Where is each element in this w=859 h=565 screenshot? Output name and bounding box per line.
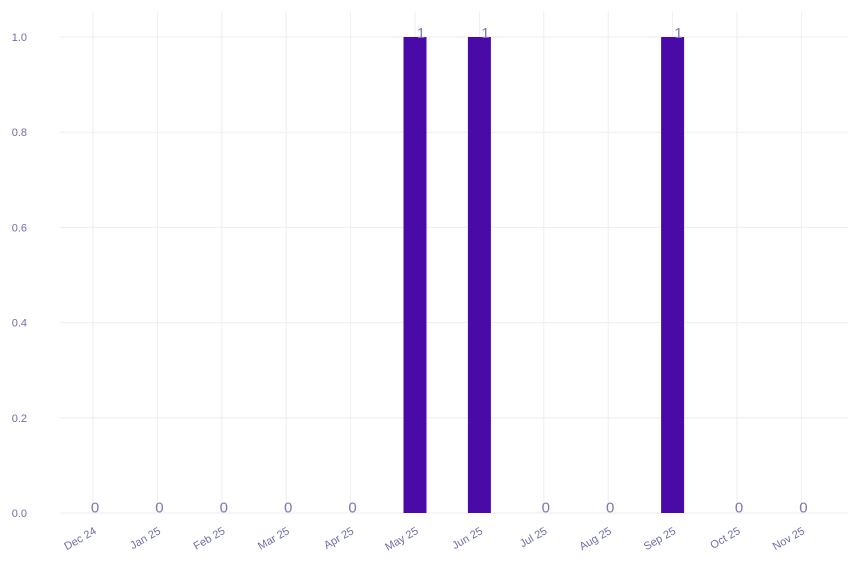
y-tick-label: 0.6 — [12, 222, 27, 234]
x-tick-label: Apr 25 — [322, 525, 356, 552]
y-tick-label: 0.0 — [12, 508, 27, 520]
data-label: 1 — [417, 25, 425, 42]
x-tick-label: Oct 25 — [708, 525, 742, 552]
x-axis-ticks: Dec 24 Jan 25 Feb 25 Mar 25 Apr 25 May 25 Jun … — [62, 525, 807, 553]
data-label: 0 — [606, 500, 614, 517]
data-labels: 0 0 0 0 0 1 1 0 0 1 0 0 — [91, 25, 808, 517]
x-tick-label: Feb 25 — [192, 525, 228, 553]
x-tick-label: May 25 — [383, 525, 420, 553]
bar — [467, 37, 491, 513]
x-tick-label: Mar 25 — [256, 525, 292, 553]
grid — [60, 12, 848, 514]
y-tick-label: 0.8 — [12, 127, 27, 139]
data-label: 0 — [542, 500, 550, 517]
data-label: 0 — [284, 500, 292, 517]
data-label: 0 — [220, 500, 228, 517]
y-tick-label: 0.2 — [12, 413, 27, 425]
data-label: 1 — [481, 25, 489, 42]
data-label: 0 — [155, 500, 163, 517]
bar — [403, 37, 427, 513]
data-label: 1 — [674, 25, 682, 42]
data-label: 0 — [799, 500, 807, 517]
y-tick-label: 1.0 — [12, 32, 27, 44]
bars — [403, 37, 685, 513]
x-tick-label: Aug 25 — [577, 525, 613, 553]
data-label: 0 — [348, 500, 356, 517]
bar — [661, 37, 685, 513]
data-label: 0 — [735, 500, 743, 517]
x-tick-label: Jan 25 — [128, 525, 163, 552]
y-tick-label: 0.4 — [12, 318, 27, 330]
x-tick-label: Nov 25 — [771, 525, 807, 553]
y-axis-ticks: 0.0 0.2 0.4 0.6 0.8 1.0 — [12, 32, 27, 520]
x-tick-label: Jul 25 — [518, 525, 549, 550]
x-tick-label: Sep 25 — [642, 525, 678, 553]
x-tick-label: Jun 25 — [450, 525, 485, 552]
data-label: 0 — [91, 500, 99, 517]
x-tick-label: Dec 24 — [62, 525, 98, 553]
